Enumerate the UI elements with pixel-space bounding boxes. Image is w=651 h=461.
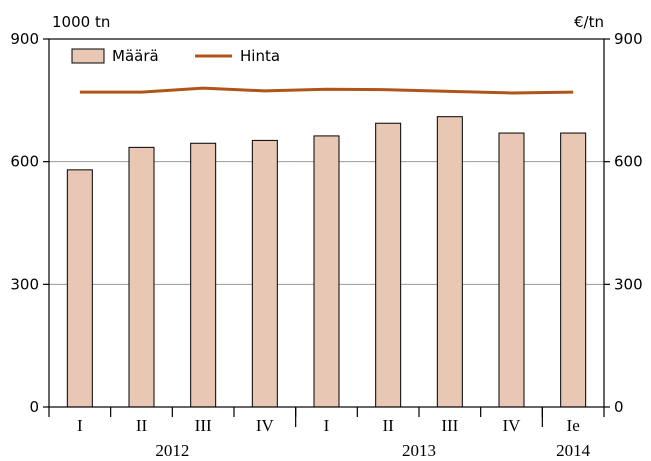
x-year-label: 2014	[556, 441, 591, 460]
x-year-label: 2012	[155, 441, 189, 460]
legend-label-hinta: Hinta	[240, 47, 280, 65]
x-tick-label: III	[195, 416, 212, 435]
right-y-tick-label: 900	[614, 30, 643, 48]
right-y-tick-label: 300	[614, 275, 643, 293]
bar-maara	[251, 139, 278, 408]
bar-maara	[313, 135, 340, 408]
plot-frame	[48, 38, 605, 408]
series-lines	[79, 86, 574, 95]
legend-swatch-maara	[71, 48, 105, 64]
x-tick-label: III	[441, 416, 458, 435]
left-y-tick-label: 600	[10, 153, 39, 171]
left-y-tick-label: 0	[29, 398, 39, 416]
line-hinta	[79, 86, 574, 95]
bar-maara	[190, 142, 217, 408]
x-tick-label: IV	[503, 416, 522, 435]
bar-maara	[436, 116, 463, 408]
bars	[66, 116, 587, 408]
bar-maara	[128, 146, 155, 408]
right-y-tick-label: 0	[614, 398, 624, 416]
left-y-tick-label: 900	[10, 30, 39, 48]
legend-label-maara: Määrä	[112, 47, 159, 65]
bar-maara	[66, 169, 93, 408]
axis-ticks	[43, 38, 610, 427]
x-year-label: 2013	[402, 441, 436, 460]
bar-maara	[498, 132, 525, 408]
left-y-tick-label: 300	[10, 275, 39, 293]
bar-maara	[375, 122, 402, 408]
x-tick-label: II	[136, 416, 148, 435]
right-axis-unit: €/tn	[574, 13, 604, 31]
x-tick-label: IV	[256, 416, 275, 435]
x-tick-label: Ie	[567, 416, 580, 435]
left-axis-unit: 1000 tn	[52, 13, 110, 31]
right-y-tick-label: 600	[614, 153, 643, 171]
x-tick-label: I	[77, 416, 83, 435]
x-tick-label: I	[324, 416, 330, 435]
legend: Määrä Hinta	[71, 47, 280, 65]
x-tick-label: II	[383, 416, 395, 435]
bar-maara	[560, 132, 587, 408]
